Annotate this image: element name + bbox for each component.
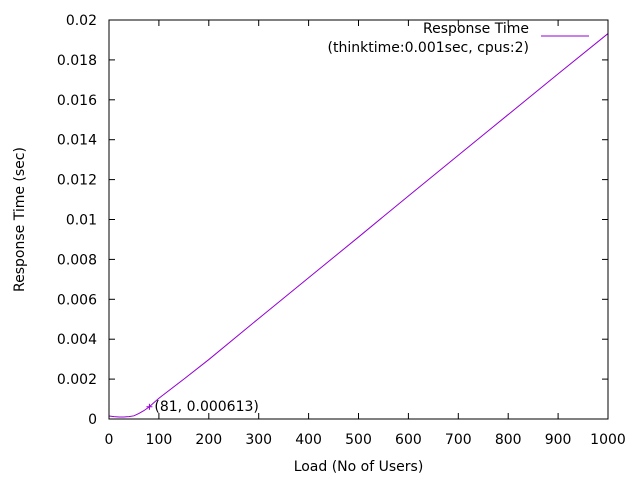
x-tick-label: 100 xyxy=(146,432,173,448)
x-tick-label: 900 xyxy=(545,432,572,448)
plot-frame xyxy=(108,19,609,420)
x-axis-label: Load (No of Users) xyxy=(294,459,424,475)
y-tick-label: 0.012 xyxy=(57,173,97,189)
legend-label-line2: (thinktime:0.001sec, cpus:2) xyxy=(328,40,529,56)
annotation-label: (81, 0.000613) xyxy=(154,399,258,415)
y-axis-label: Response Time (sec) xyxy=(12,147,28,292)
x-tick-label: 700 xyxy=(445,432,472,448)
y-tick-label: 0.014 xyxy=(57,133,97,149)
y-tick-label: 0.02 xyxy=(66,13,97,29)
x-tick-label: 400 xyxy=(295,432,322,448)
y-tick-label: 0.004 xyxy=(57,332,97,348)
series-layer xyxy=(108,33,609,418)
y-tick-label: 0.002 xyxy=(57,372,97,388)
y-tick-label: 0 xyxy=(88,412,97,428)
x-tick-label: 300 xyxy=(245,432,272,448)
y-tick-label: 0.016 xyxy=(57,93,97,109)
y-tick-label: 0.006 xyxy=(57,292,97,308)
y-tick-label: 0.018 xyxy=(57,53,97,69)
x-tick-label: 600 xyxy=(395,432,422,448)
series-line xyxy=(108,33,609,418)
annotation-layer: (81, 0.000613) xyxy=(146,399,259,415)
y-tick-label: 0.01 xyxy=(66,213,97,229)
legend: Response Time (thinktime:0.001sec, cpus:… xyxy=(328,21,589,56)
x-tick-label: 0 xyxy=(105,432,114,448)
legend-label-line1: Response Time xyxy=(423,21,529,37)
annotation-marker xyxy=(146,403,153,410)
x-tick-label: 200 xyxy=(195,432,222,448)
x-tick-label: 500 xyxy=(345,432,372,448)
x-tick-label: 800 xyxy=(495,432,522,448)
axis-ticks: 0 100 200 300 400 500 600 700 800 900 1000 0 0.002 0.… xyxy=(57,13,626,448)
y-tick-label: 0.008 xyxy=(57,252,97,268)
x-tick-label: 1000 xyxy=(590,432,626,448)
